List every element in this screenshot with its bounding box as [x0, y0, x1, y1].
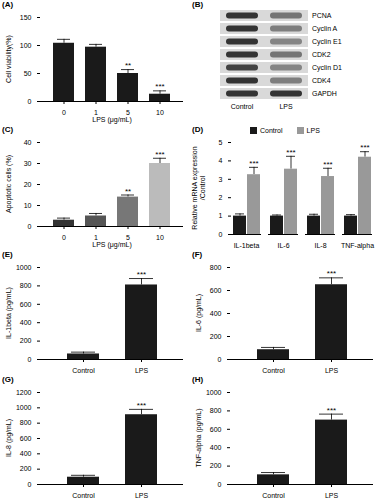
svg-text:600: 600: [210, 287, 222, 294]
svg-text:***: ***: [137, 401, 146, 410]
svg-text:***: ***: [155, 150, 164, 159]
svg-text:Cyclin D1: Cyclin D1: [312, 64, 342, 72]
svg-text:5: 5: [126, 109, 130, 117]
svg-text:***: ***: [286, 148, 295, 157]
svg-text:LPS: LPS: [135, 492, 149, 499]
svg-text:***: ***: [323, 160, 332, 169]
html-text:(H): (H): [192, 375, 204, 384]
html-text:(E): (E): [2, 250, 13, 259]
svg-text:0: 0: [28, 223, 32, 230]
svg-text:***: ***: [327, 406, 336, 415]
svg-text:Cyclin E1: Cyclin E1: [312, 38, 342, 46]
svg-text:Cyclin A: Cyclin A: [312, 25, 338, 33]
svg-text:IL-8: IL-8: [314, 242, 326, 249]
svg-text:IL-1beta: IL-1beta: [234, 242, 260, 249]
svg-text:0: 0: [218, 481, 222, 488]
svg-text:0: 0: [28, 356, 32, 363]
svg-text:10: 10: [156, 234, 164, 241]
svg-text:800: 800: [20, 419, 32, 426]
svg-text:***: ***: [155, 82, 164, 91]
svg-text:200: 200: [210, 462, 222, 469]
svg-text:0: 0: [219, 231, 223, 238]
svg-text:1200: 1200: [16, 389, 32, 396]
svg-text:***: ***: [137, 270, 146, 279]
html-text:Cell viability(%): Cell viability(%): [5, 35, 12, 83]
html-text:(G): (G): [2, 375, 14, 384]
svg-text:LPS: LPS: [325, 367, 339, 374]
svg-text:1: 1: [94, 109, 98, 117]
svg-text:200: 200: [20, 337, 32, 344]
html-text:Relative mRNA expression /Cont: Relative mRNA expression /Control: [191, 146, 206, 230]
svg-text:***: ***: [360, 143, 369, 152]
svg-text:150: 150: [20, 14, 32, 21]
svg-text:50: 50: [24, 70, 32, 77]
svg-text:GAPDH: GAPDH: [312, 90, 337, 97]
html-text:Apoptotic cells (%): Apoptotic cells (%): [5, 155, 12, 213]
svg-text:400: 400: [210, 444, 222, 451]
svg-text:20: 20: [24, 181, 32, 188]
svg-text:600: 600: [20, 435, 32, 442]
svg-text:Control: Control: [231, 103, 254, 110]
svg-text:1000: 1000: [206, 389, 222, 396]
html-text:Control: Control: [260, 127, 283, 134]
svg-text:400: 400: [20, 319, 32, 326]
html-text:IL-1beta (pg/mL): IL-1beta (pg/mL): [5, 287, 12, 339]
svg-text:100: 100: [20, 42, 32, 49]
svg-text:IL-6: IL-6: [277, 242, 289, 249]
svg-text:CDK4: CDK4: [312, 77, 331, 84]
svg-text:5: 5: [126, 234, 130, 242]
svg-text:600: 600: [210, 426, 222, 433]
svg-text:Control: Control: [72, 492, 95, 499]
svg-text:***: ***: [249, 159, 258, 168]
svg-text:**: **: [125, 61, 131, 70]
svg-text:3: 3: [219, 176, 223, 183]
svg-text:1: 1: [219, 212, 223, 219]
svg-text:***: ***: [327, 269, 336, 278]
svg-text:0: 0: [62, 234, 66, 241]
html-text:TNF-alpha (pg/mL): TNF-alpha (pg/mL): [195, 408, 202, 468]
svg-text:Control: Control: [262, 492, 285, 499]
svg-text:400: 400: [20, 450, 32, 457]
svg-text:2: 2: [219, 194, 223, 201]
svg-text:30: 30: [24, 160, 32, 167]
html-text:IL-6 (pg/mL): IL-6 (pg/mL): [195, 293, 202, 333]
svg-text:LPS: LPS: [279, 103, 293, 110]
svg-text:400: 400: [210, 310, 222, 317]
svg-text:**: **: [125, 187, 131, 196]
html-text:(D): (D): [192, 125, 204, 134]
svg-text:0: 0: [28, 98, 32, 105]
svg-text:800: 800: [20, 282, 32, 289]
html-text:(F): (F): [192, 250, 203, 259]
svg-text:LPS: LPS: [325, 492, 339, 499]
svg-text:200: 200: [210, 333, 222, 340]
svg-text:Control: Control: [262, 367, 285, 374]
svg-text:1000: 1000: [16, 264, 32, 271]
svg-text:LPS (μg/mL): LPS (μg/mL): [92, 241, 131, 249]
svg-text:0: 0: [218, 356, 222, 363]
svg-text:PCNA: PCNA: [312, 12, 332, 19]
svg-text:800: 800: [210, 264, 222, 271]
svg-text:10: 10: [156, 109, 164, 116]
svg-text:0: 0: [28, 481, 32, 488]
svg-text:Control: Control: [72, 367, 95, 374]
svg-text:10: 10: [24, 202, 32, 209]
svg-text:4: 4: [219, 157, 223, 164]
html-text:IL-8 (pg/mL): IL-8 (pg/mL): [5, 418, 12, 458]
svg-text:LPS: LPS: [135, 367, 149, 374]
svg-text:TNF-alpha: TNF-alpha: [341, 242, 374, 250]
svg-text:40: 40: [24, 139, 32, 146]
svg-text:200: 200: [20, 465, 32, 472]
svg-text:LPS (μg/mL): LPS (μg/mL): [92, 116, 131, 124]
html-text:(C): (C): [2, 125, 14, 134]
html-text:(B): (B): [192, 0, 204, 9]
svg-text:800: 800: [210, 407, 222, 414]
svg-text:600: 600: [20, 301, 32, 308]
html-text:(A): (A): [2, 0, 14, 9]
svg-text:5: 5: [219, 139, 223, 146]
svg-text:0: 0: [62, 109, 66, 116]
svg-text:1: 1: [94, 234, 98, 242]
svg-text:1000: 1000: [16, 404, 32, 411]
html-text:LPS: LPS: [306, 127, 320, 134]
svg-text:CDK2: CDK2: [312, 51, 331, 58]
